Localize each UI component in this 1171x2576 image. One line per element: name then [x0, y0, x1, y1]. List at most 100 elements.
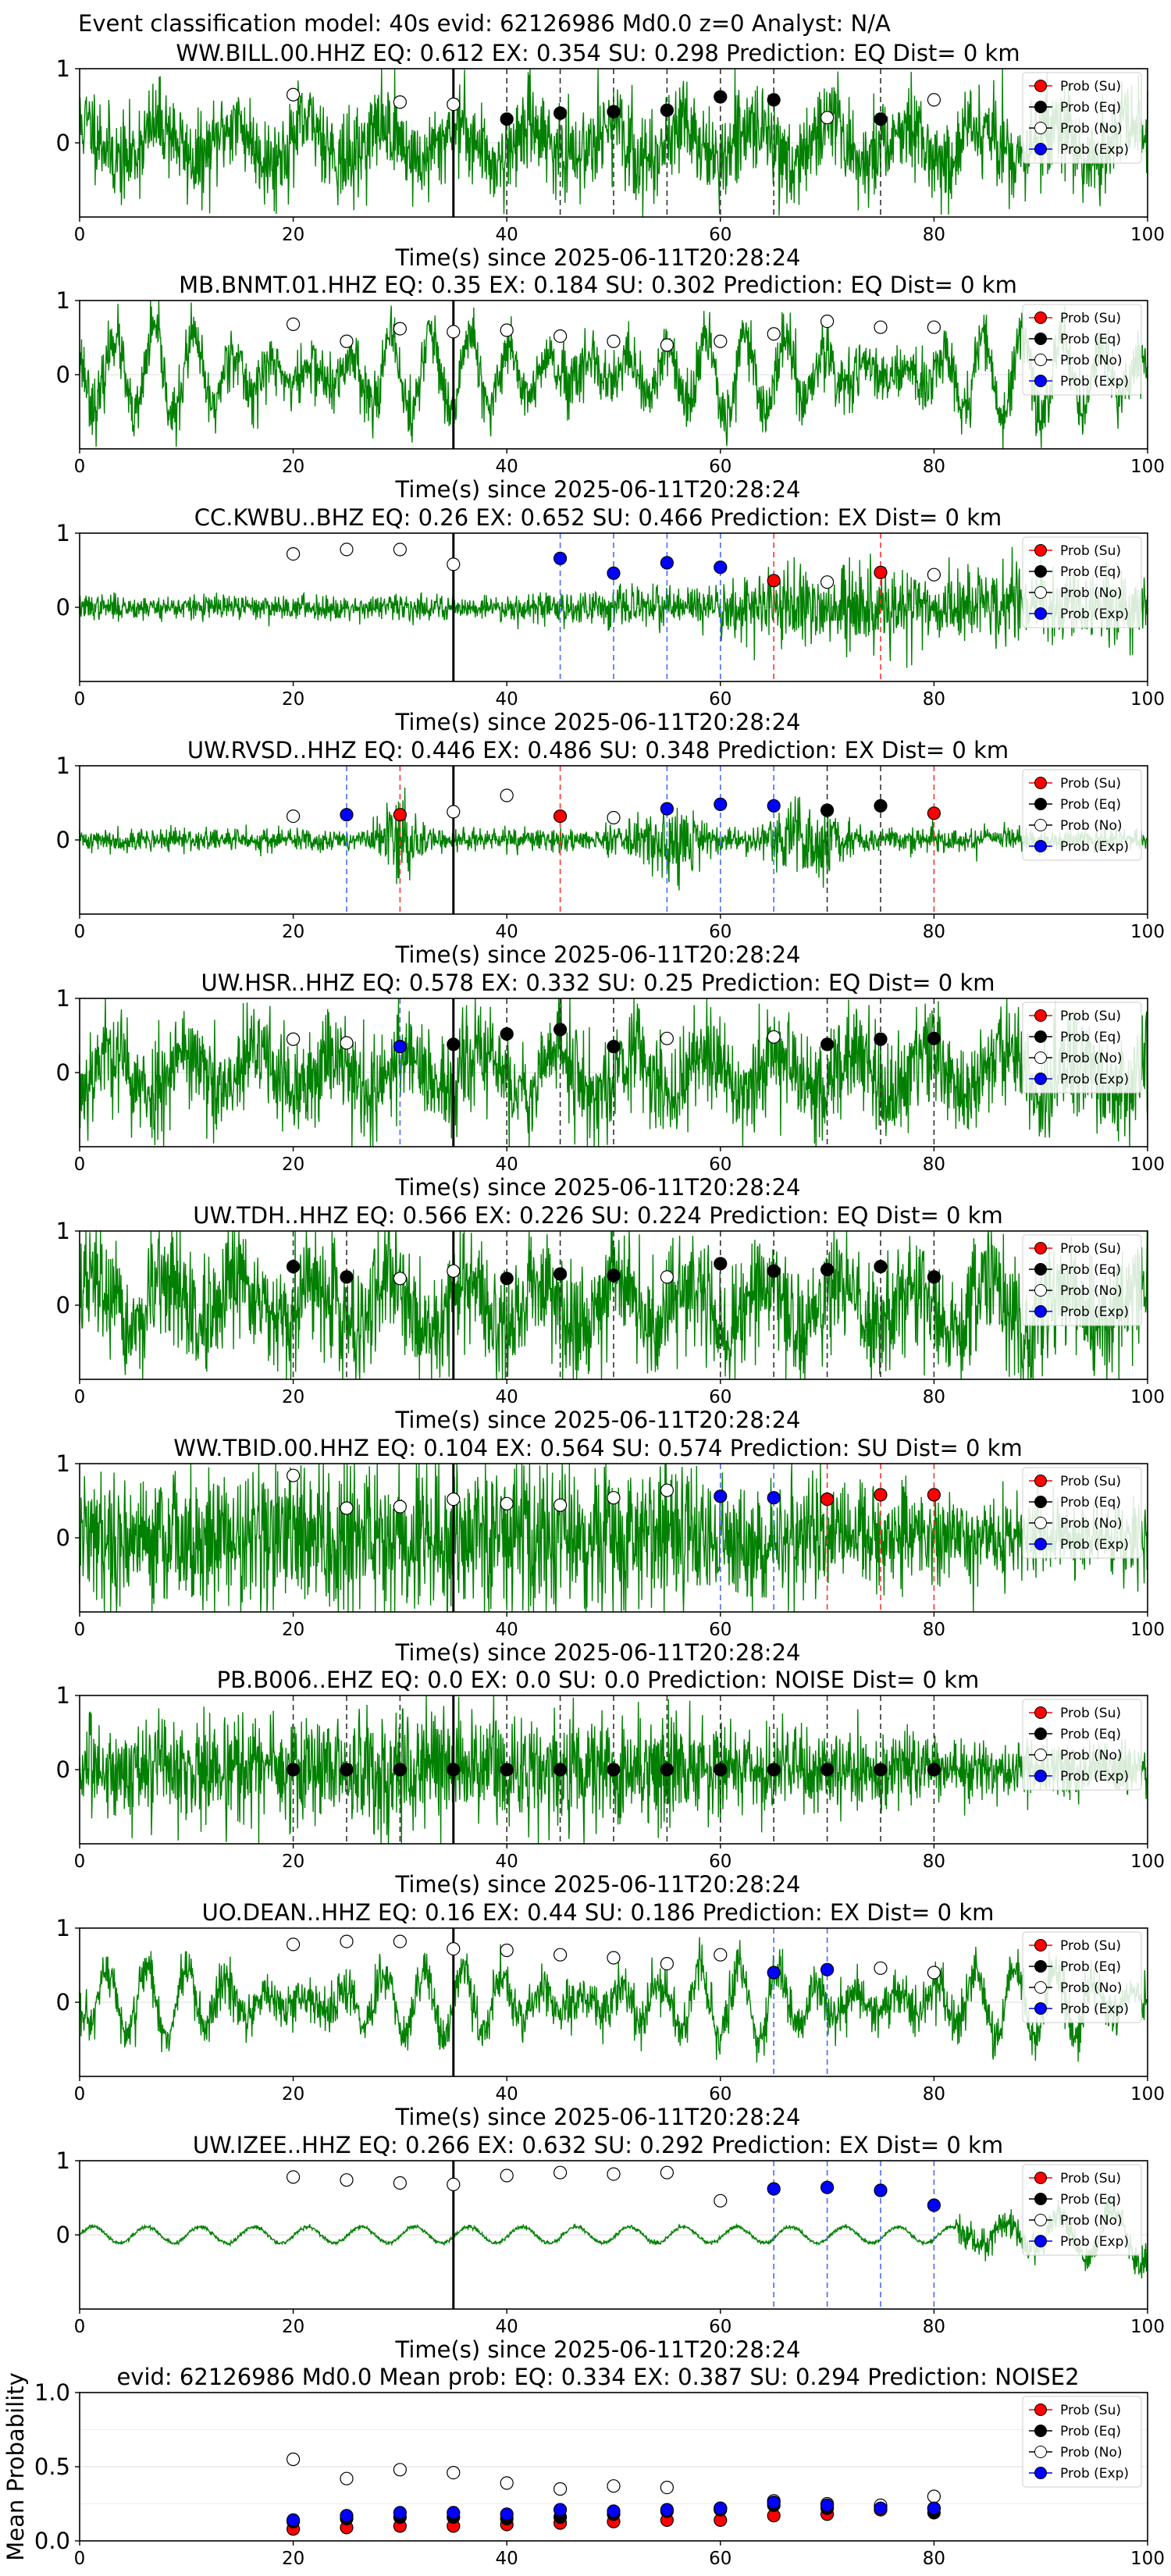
prob-marker-no: [500, 2169, 514, 2183]
legend-label: Prob (Eq): [1060, 2192, 1121, 2208]
panel-title: CC.KWBU..BHZ EQ: 0.26 EX: 0.652 SU: 0.46…: [194, 504, 1002, 531]
prob-marker-eq: [660, 103, 674, 117]
legend-box: [1022, 536, 1142, 628]
x-tick-label: 20: [282, 1620, 304, 1640]
legend-marker: [1034, 819, 1047, 831]
legend-marker: [1034, 375, 1047, 387]
y-tick-label: 0.0: [34, 2528, 70, 2554]
legend-marker: [1034, 2214, 1047, 2226]
legend-marker: [1034, 1770, 1047, 1782]
y-tick-label: 1: [56, 1450, 70, 1477]
legend-marker: [1034, 544, 1047, 557]
legend-marker: [1034, 333, 1047, 345]
prob-marker-eq: [340, 1270, 354, 1284]
prob-marker-no: [500, 788, 514, 802]
x-tick-label: 80: [923, 1387, 945, 1407]
x-tick-label: 0: [74, 1620, 86, 1640]
prob-marker-no: [714, 2194, 728, 2208]
legend-label: Prob (Su): [1060, 2403, 1121, 2418]
prob-marker-no: [820, 315, 835, 329]
x-tick-label: 100: [1130, 457, 1165, 477]
x-tick-label: 80: [923, 2084, 945, 2105]
panel-title: evid: 62126986 Md0.0 Mean prob: EQ: 0.33…: [116, 2364, 1079, 2390]
prob-marker-no: [393, 95, 408, 109]
prob-marker-exp: [393, 1040, 408, 1054]
prob-marker-no: [660, 1031, 674, 1045]
legend-label: Prob (Exp): [1060, 607, 1129, 622]
legend-marker: [1034, 1051, 1047, 1064]
x-tick-label: 60: [709, 2549, 731, 2569]
prob-marker-no: [714, 1948, 728, 1962]
station-panel-6: UW.TDH..HHZ EQ: 0.566 EX: 0.226 SU: 0.22…: [56, 1202, 1165, 1433]
axes-frame: [79, 2392, 1148, 2542]
prob-marker-no: [767, 327, 781, 341]
panel-title: WW.TBID.00.HHZ EQ: 0.104 EX: 0.564 SU: 0…: [173, 1435, 1022, 1461]
prob-marker-no: [874, 320, 888, 334]
y-tick-label: 1: [56, 1915, 70, 1941]
prob-marker-eq: [393, 1763, 408, 1777]
prob-marker-exp: [607, 566, 621, 580]
figure-suptitle: Event classification model: 40s evid: 62…: [78, 10, 891, 37]
legend-marker: [1034, 565, 1047, 578]
legend-marker: [1034, 2425, 1047, 2437]
axes-frame: [79, 68, 1148, 218]
prob-marker-eq: [874, 1259, 888, 1274]
y-tick-label: 0: [56, 1525, 70, 1551]
x-tick-label: 80: [923, 2317, 945, 2337]
y-axis-label: Mean Probability: [2, 2372, 29, 2561]
legend-box: [1022, 304, 1142, 396]
legend-label: Prob (No): [1060, 818, 1123, 834]
x-tick-label: 60: [709, 457, 731, 477]
x-tick-label: 40: [496, 1387, 518, 1407]
prob-marker-eq: [767, 1763, 781, 1777]
prob-marker-exp: [340, 808, 354, 822]
x-axis-label: Time(s) since 2025-06-11T20:28:24: [395, 1871, 801, 1898]
prob-marker-exp: [874, 2183, 888, 2197]
x-tick-label: 0: [74, 1155, 86, 1175]
x-tick-label: 40: [496, 1155, 518, 1175]
x-tick-label: 40: [496, 2084, 518, 2105]
prob-marker-no: [500, 323, 514, 337]
x-tick-label: 80: [923, 1620, 945, 1640]
prob-marker-eq: [553, 1763, 568, 1777]
legend-marker: [1034, 1706, 1047, 1719]
prob-marker-no: [287, 1468, 301, 1482]
legend-box: [1022, 1699, 1142, 1791]
x-tick-label: 40: [496, 1852, 518, 1872]
legend-box: [1022, 1467, 1142, 1559]
waveform-trace: [79, 546, 1148, 668]
legend-label: Prob (Exp): [1060, 839, 1129, 855]
legend-label: Prob (Exp): [1060, 1072, 1129, 1087]
prob-marker-su: [874, 565, 888, 579]
prob-marker-su: [820, 1492, 835, 1507]
mean-probability-panel: evid: 62126986 Md0.0 Mean prob: EQ: 0.33…: [2, 2364, 1165, 2569]
x-tick-label: 0: [74, 922, 86, 942]
prob-marker-eq: [607, 1268, 621, 1283]
station-panel-8: PB.B006..EHZ EQ: 0.0 EX: 0.0 SU: 0.0 Pre…: [56, 1667, 1165, 1898]
axes-frame: [79, 1463, 1148, 1613]
mean-marker-no: [340, 2471, 354, 2485]
y-tick-label: 1: [56, 1218, 70, 1244]
prob-marker-no: [340, 2173, 354, 2187]
x-tick-label: 60: [709, 2317, 731, 2337]
mean-marker-exp: [393, 2506, 408, 2520]
prob-marker-no: [447, 1264, 461, 1278]
station-panel-3: CC.KWBU..BHZ EQ: 0.26 EX: 0.652 SU: 0.46…: [56, 504, 1165, 735]
panel-title: PB.B006..EHZ EQ: 0.0 EX: 0.0 SU: 0.0 Pre…: [217, 1667, 980, 1693]
prob-marker-exp: [820, 2180, 835, 2194]
x-tick-label: 40: [496, 1620, 518, 1640]
prob-marker-no: [340, 1501, 354, 1515]
prob-marker-eq: [874, 1763, 888, 1777]
prob-marker-no: [447, 325, 461, 339]
mean-marker-exp: [553, 2503, 568, 2517]
x-tick-label: 0: [74, 2317, 86, 2337]
x-tick-label: 20: [282, 1387, 304, 1407]
legend-label: Prob (Su): [1060, 2171, 1121, 2186]
prob-marker-no: [340, 1934, 354, 1948]
y-tick-label: 0: [56, 1756, 70, 1783]
legend-marker: [1034, 586, 1047, 599]
prob-marker-eq: [607, 1040, 621, 1054]
prob-marker-no: [927, 568, 941, 582]
prob-marker-eq: [820, 1262, 835, 1277]
mean-marker-exp: [287, 2513, 301, 2527]
